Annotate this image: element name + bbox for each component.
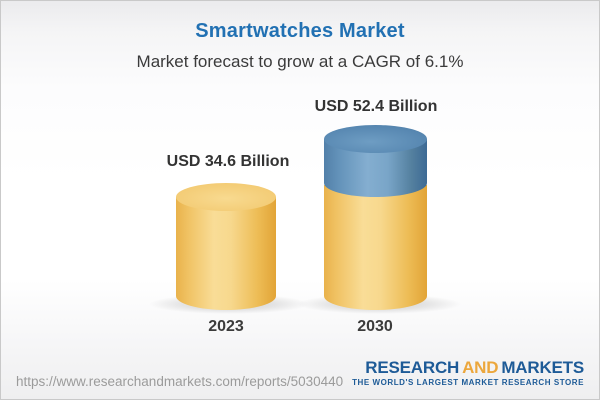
logo-word-and: AND <box>462 358 499 377</box>
bar-2030 <box>324 125 427 311</box>
logo-word-research: RESEARCH <box>365 358 460 377</box>
bar-2023-top <box>176 183 276 211</box>
chart-subtitle: Market forecast to grow at a CAGR of 6.1… <box>136 52 464 71</box>
report-url: https://www.researchandmarkets.com/repor… <box>16 374 344 389</box>
research-and-markets-logo: RESEARCH AND MARKETS THE WORLD'S LARGEST M… <box>352 359 584 387</box>
logo-wordmark: RESEARCH AND MARKETS <box>352 359 584 376</box>
chart-title: Smartwatches Market <box>195 20 405 42</box>
value-label-2030: USD 52.4 Billion <box>314 98 438 115</box>
value-label-2023: USD 34.6 Billion <box>166 153 290 170</box>
bar-2030-growth-body <box>324 139 427 198</box>
logo-word-markets: MARKETS <box>501 358 584 377</box>
bar-2030-base-body <box>324 185 427 311</box>
bar-2023-body <box>176 197 276 310</box>
category-label-2030: 2030 <box>357 318 393 335</box>
category-label-2023: 2023 <box>208 318 244 335</box>
bar-2023 <box>176 183 276 310</box>
bar-2030-growth-top <box>324 125 427 153</box>
logo-tagline: THE WORLD'S LARGEST MARKET RESEARCH STOR… <box>352 378 584 387</box>
